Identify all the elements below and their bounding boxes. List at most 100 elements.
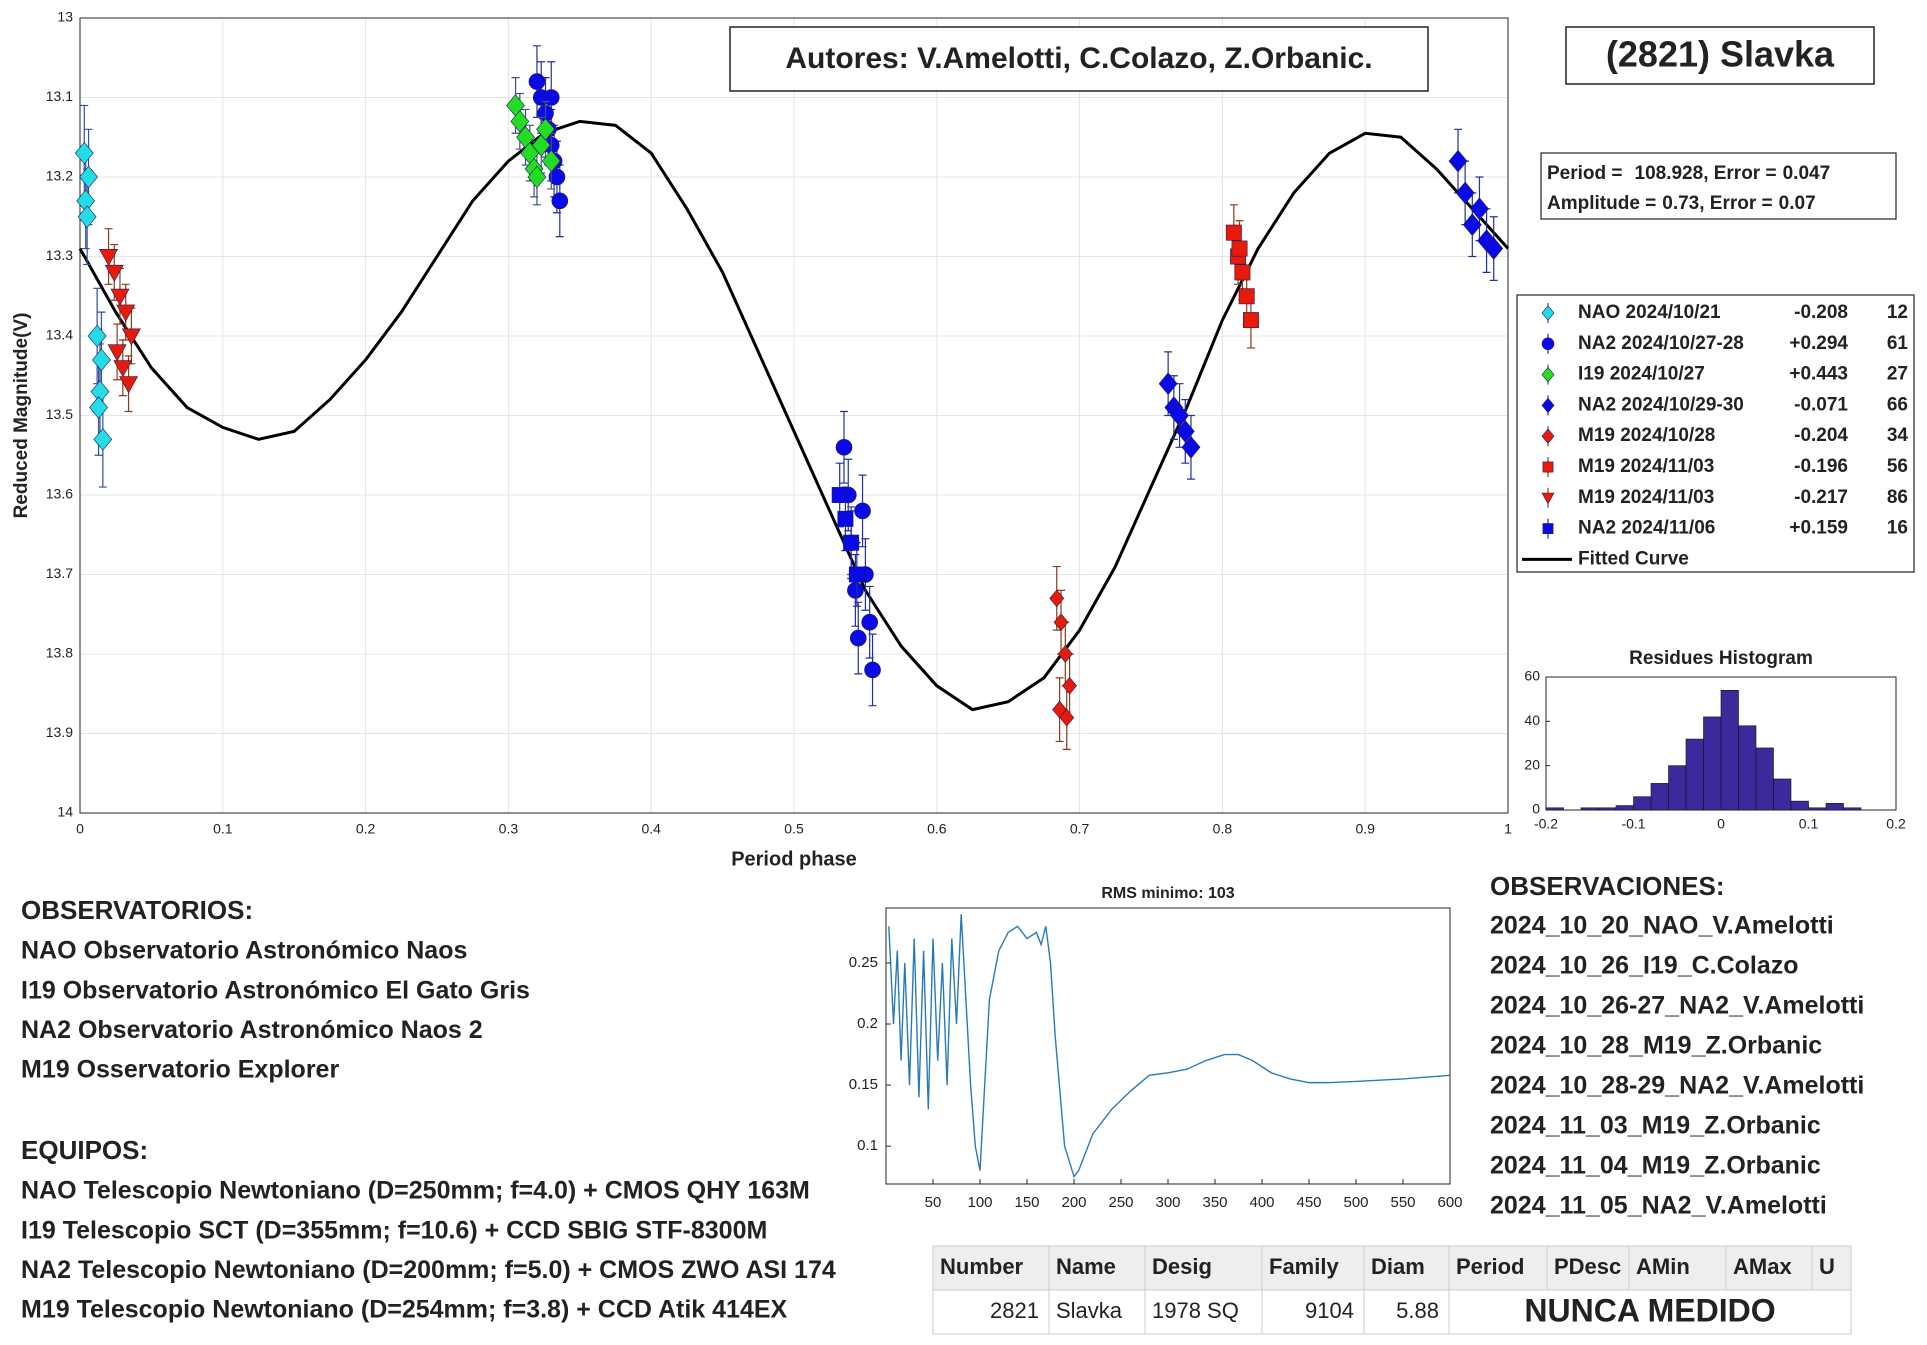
x-tick-label: 0 xyxy=(76,821,84,837)
x-tick-label: 550 xyxy=(1390,1194,1415,1211)
data-point xyxy=(104,264,124,283)
table-header: AMax xyxy=(1733,1254,1792,1279)
x-tick-label: 1 xyxy=(1504,821,1512,837)
legend-label: NA2 2024/10/29-30 xyxy=(1578,394,1744,415)
section-item: NAO Telescopio Newtoniano (D=250mm; f=4.… xyxy=(21,1177,810,1205)
y-tick-label: 0.15 xyxy=(849,1076,878,1093)
section-item: 2024_10_28_M19_Z.Orbanic xyxy=(1490,1032,1822,1060)
table-header: Name xyxy=(1056,1254,1116,1279)
histogram-title: Residues Histogram xyxy=(1629,648,1813,669)
y-tick-label: 0.1 xyxy=(857,1137,878,1154)
legend-offset: -0.208 xyxy=(1794,302,1848,323)
legend-count: 12 xyxy=(1887,302,1908,323)
object-title: (2821) Slavka xyxy=(1606,34,1835,75)
legend-label: Fitted Curve xyxy=(1578,548,1689,569)
data-point xyxy=(1231,240,1248,257)
data-point xyxy=(113,360,133,378)
data-point xyxy=(1170,404,1189,427)
data-point xyxy=(548,168,566,186)
legend-count: 16 xyxy=(1887,518,1908,539)
plot-frame xyxy=(79,17,1509,814)
data-point xyxy=(536,118,555,141)
legend-label: NA2 2024/11/06 xyxy=(1578,518,1715,539)
x-tick-label: 0.1 xyxy=(1799,816,1819,832)
legend-count: 27 xyxy=(1887,364,1908,385)
x-tick-label: 100 xyxy=(967,1194,992,1211)
legend-marker xyxy=(1541,428,1555,444)
authors: Autores: V.Amelotti, C.Colazo, Z.Orbanic… xyxy=(785,42,1372,75)
y-tick-label: 13.6 xyxy=(46,486,73,502)
data-point xyxy=(510,110,530,133)
legend-offset: -0.196 xyxy=(1794,456,1848,477)
section-title: OBSERVACIONES: xyxy=(1490,871,1725,901)
legend-offset: +0.294 xyxy=(1789,333,1848,354)
amplitude-text: Amplitude = 0.73, Error = 0.07 xyxy=(1547,193,1816,214)
table-header: Period xyxy=(1456,1254,1524,1279)
y-tick-label: 60 xyxy=(1524,668,1540,684)
legend-label: NAO 2024/10/21 xyxy=(1578,302,1721,323)
section-item: M19 Telescopio Newtoniano (D=254mm; f=3.… xyxy=(21,1296,788,1324)
data-point xyxy=(1238,288,1255,305)
histogram-bar xyxy=(1773,778,1792,811)
data-point xyxy=(1455,181,1475,205)
x-tick-label: 0.2 xyxy=(356,821,376,837)
x-axis-label: Period phase xyxy=(731,848,857,870)
data-point xyxy=(854,502,871,520)
rms-line xyxy=(888,914,1451,1179)
section-item: 2024_10_28-29_NA2_V.Amelotti xyxy=(1490,1072,1864,1100)
x-tick-label: 0.9 xyxy=(1355,821,1375,837)
data-point xyxy=(849,629,867,647)
period-part: 108.928 xyxy=(1635,163,1704,184)
data-point xyxy=(527,165,547,189)
legend-offset: -0.071 xyxy=(1794,394,1848,415)
histogram-bar xyxy=(1843,807,1862,811)
legend-marker xyxy=(1541,305,1555,321)
legend-label: I19 2024/10/27 xyxy=(1578,364,1705,385)
title-box xyxy=(1565,26,1875,85)
legend-offset: -0.217 xyxy=(1794,487,1848,508)
histogram-bar xyxy=(1755,747,1774,811)
data-point xyxy=(531,133,551,157)
table-header: Desig xyxy=(1152,1254,1212,1279)
section-title: OBSERVATORIOS: xyxy=(21,895,253,925)
x-tick-label: 150 xyxy=(1014,1194,1039,1211)
histogram-bar xyxy=(1720,689,1739,811)
data-point xyxy=(99,249,119,267)
legend-label: M19 2024/11/03 xyxy=(1578,456,1714,477)
table-header: Family xyxy=(1269,1254,1339,1279)
x-tick-label: 0.2 xyxy=(1886,816,1906,832)
y-tick-label: 14 xyxy=(57,804,73,820)
y-tick-label: 13.2 xyxy=(46,168,73,184)
table-header: Diam xyxy=(1371,1254,1425,1279)
amplitude-part: Amplitude = xyxy=(1547,193,1656,214)
data-point xyxy=(847,582,864,599)
y-tick-label: 13.7 xyxy=(46,565,73,581)
legend-offset: +0.443 xyxy=(1789,364,1848,385)
period-part: 0.047 xyxy=(1783,163,1831,184)
x-tick-label: 0.5 xyxy=(784,821,804,837)
data-point xyxy=(843,534,860,551)
data-point xyxy=(79,165,98,189)
data-point xyxy=(831,487,848,503)
data-point xyxy=(1175,420,1195,443)
x-tick-label: 0.7 xyxy=(1070,821,1090,837)
histogram-bar xyxy=(1668,765,1687,811)
amplitude-part: 0.73 xyxy=(1662,193,1699,214)
table-status: NUNCA MEDIDO xyxy=(1524,1292,1775,1328)
x-tick-label: 250 xyxy=(1108,1194,1133,1211)
histogram-bar xyxy=(1738,725,1757,811)
histogram-bar xyxy=(1615,805,1634,811)
data-point xyxy=(1049,589,1065,608)
legend-offset: +0.159 xyxy=(1789,518,1848,539)
amplitude-part: , Error = xyxy=(1699,193,1772,214)
data-point xyxy=(1484,237,1504,260)
data-point xyxy=(1470,197,1489,221)
x-tick-label: 0 xyxy=(1717,816,1725,832)
x-tick-label: 400 xyxy=(1249,1194,1274,1211)
table-cell: 1978 SQ xyxy=(1152,1298,1239,1323)
data-point xyxy=(89,396,108,419)
data-point xyxy=(1057,645,1073,663)
data-point xyxy=(1234,264,1251,281)
